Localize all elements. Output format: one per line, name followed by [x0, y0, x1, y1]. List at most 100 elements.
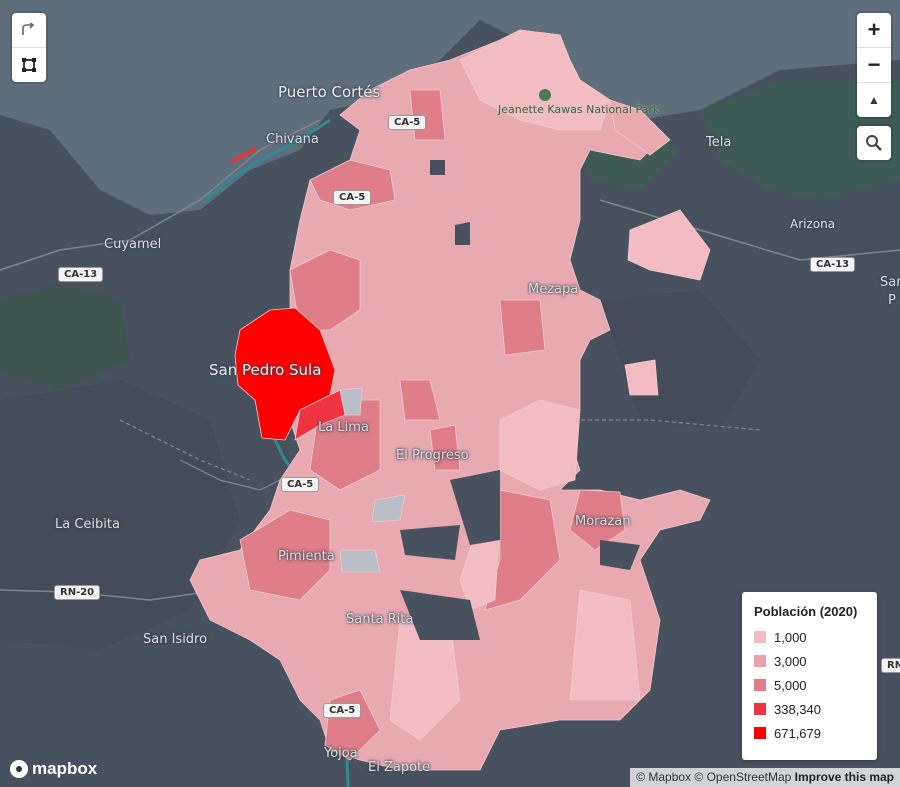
road: [0, 589, 221, 601]
zoom-out-button[interactable]: −: [857, 48, 891, 83]
hills-area: [600, 290, 760, 430]
region-gap: [430, 160, 445, 175]
region-gap: [600, 540, 640, 570]
legend-items: 1,000 3,000 5,000 338,340 671,679: [754, 625, 867, 745]
compass-button[interactable]: ▲: [857, 83, 891, 117]
label-chivana: Chivana: [266, 132, 319, 147]
region-district: [294, 389, 346, 441]
legend-label: 3,000: [774, 653, 807, 669]
region-nodata: [371, 494, 406, 523]
region-district: [484, 489, 561, 611]
road-shield-ca5: CA-5: [323, 703, 362, 718]
search-control: [857, 126, 891, 160]
region-district: [309, 159, 396, 211]
zoom-in-icon: +: [867, 17, 881, 42]
region-nodata: [339, 549, 381, 573]
legend-swatch: [754, 703, 766, 715]
label-morazan: Morazan: [575, 514, 631, 529]
region-gap: [455, 222, 470, 245]
region-gap: [400, 590, 480, 640]
road: [599, 199, 900, 261]
region-district: [624, 359, 659, 396]
region-district: [429, 424, 461, 471]
hills-area: [0, 380, 240, 650]
label-yojoa: Yojoa: [324, 746, 358, 761]
attribution-mapbox[interactable]: © Mapbox: [636, 770, 692, 784]
improve-map-link[interactable]: Improve this map: [794, 770, 894, 784]
label-la-ceibita: La Ceibita: [55, 517, 120, 532]
label-cuyamel: Cuyamel: [104, 237, 162, 252]
region-district: [459, 29, 611, 131]
legend-swatch: [754, 727, 766, 739]
region-district: [239, 509, 331, 601]
box-select-button[interactable]: [12, 48, 46, 82]
zoom-out-icon: −: [867, 52, 881, 77]
label-mezapa: Mezapa: [528, 282, 579, 297]
legend: Población (2020) 1,000 3,000 5,000 338,340 6…: [742, 592, 877, 760]
road-shield-ca13: CA-13: [810, 257, 856, 272]
region-district: [309, 399, 381, 491]
choropleth-layer: [189, 29, 711, 771]
search-button[interactable]: [857, 126, 891, 160]
label-san-isidro: San Isidro: [143, 632, 208, 647]
legend-label: 1,000: [774, 629, 807, 645]
label-san-pedro-sula: San Pedro Sula: [209, 361, 322, 379]
river: [204, 118, 331, 202]
zoom-in-button[interactable]: +: [857, 13, 891, 48]
region-district: [569, 589, 641, 701]
legend-swatch: [754, 655, 766, 667]
label-santa-rita: Santa Rita: [346, 612, 414, 627]
draw-controls: [12, 13, 46, 82]
box-select-icon: [22, 58, 36, 72]
label-park: Jeanette Kawas National Park: [498, 103, 660, 116]
label-puerto-cortes: Puerto Cortés: [278, 83, 381, 101]
sea-area: [0, 0, 900, 215]
legend-swatch: [754, 631, 766, 643]
attribution: © Mapbox © OpenStreetMap Improve this ma…: [630, 768, 900, 787]
label-pimienta: Pimienta: [278, 549, 335, 564]
label-el-progreso: El Progreso: [396, 448, 469, 463]
search-icon: [866, 135, 882, 151]
legend-item: 1,000: [754, 625, 867, 649]
mapbox-logo-icon: [10, 760, 28, 778]
legend-label: 338,340: [774, 701, 821, 717]
navigation-controls: + − ▲: [857, 13, 891, 117]
forest-area: [0, 285, 130, 390]
label-arizona: Arizona: [790, 217, 836, 231]
legend-label: 5,000: [774, 677, 807, 693]
region-district: [399, 379, 441, 421]
region-gap: [450, 470, 500, 545]
legend-item: 671,679: [754, 721, 867, 745]
rotate-icon: [22, 23, 35, 35]
road-shield-ca13: CA-13: [58, 267, 104, 282]
attribution-osm[interactable]: © OpenStreetMap: [694, 770, 792, 784]
road-shield-ca5: CA-5: [281, 477, 320, 492]
mapbox-logo-text: mapbox: [32, 759, 98, 778]
label-la-lima: La Lima: [318, 420, 369, 435]
legend-swatch: [754, 679, 766, 691]
legend-item: 3,000: [754, 649, 867, 673]
label-el-zapote: El Zapote: [368, 760, 431, 775]
label-edge-p: P: [888, 293, 896, 308]
legend-label: 671,679: [774, 725, 821, 741]
region-gap: [400, 525, 460, 560]
road: [119, 419, 251, 481]
road: [560, 419, 761, 431]
road-shield-ca5: CA-5: [388, 115, 427, 130]
road-shield-ca5: CA-5: [333, 190, 372, 205]
rotate-button[interactable]: [12, 13, 46, 48]
legend-item: 5,000: [754, 673, 867, 697]
region-district: [627, 209, 711, 281]
label-edge-san: San: [880, 275, 900, 290]
road: [0, 119, 321, 271]
compass-icon: ▲: [868, 93, 880, 107]
river-segment: [231, 146, 257, 164]
park-icon: [539, 89, 551, 101]
region-district: [569, 489, 626, 551]
legend-title: Población (2020): [754, 604, 858, 619]
mapbox-logo[interactable]: mapbox: [10, 759, 97, 779]
forest-area: [700, 80, 900, 200]
road-shield-rn20: RN-20: [54, 585, 101, 600]
